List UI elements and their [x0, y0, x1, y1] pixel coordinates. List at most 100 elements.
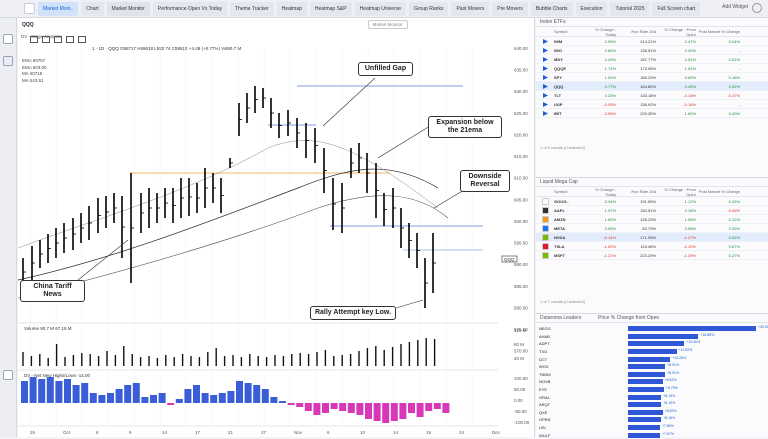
chart-pane[interactable]: QQQ Market Monitor DV - Stage Analysis 1…: [18, 18, 535, 437]
nh-bar: [38, 379, 46, 403]
column-header[interactable]: Post Market % Change: [698, 29, 740, 34]
leader-row[interactable]: USI +7.86%: [536, 424, 768, 432]
table-row[interactable]: GOOG.. 3.34% 191.55% 1.12% 0.42%: [536, 197, 768, 206]
nh-tick: 100.00: [514, 376, 528, 381]
alert-icon[interactable]: [3, 370, 13, 380]
leader-bar-track: +8.19%: [568, 401, 758, 408]
line-tool-icon[interactable]: [54, 36, 62, 43]
text-tool-icon[interactable]: [66, 36, 74, 43]
tab-14[interactable]: Full Screen chart: [652, 2, 701, 16]
leader-symbol: AHAB: [539, 333, 550, 339]
tab-6[interactable]: Heatmap S&P: [309, 2, 352, 16]
tab-11[interactable]: Bubble Charts: [530, 2, 573, 16]
tab-2[interactable]: Market Monitor: [106, 2, 150, 16]
leader-row[interactable]: NEGG +30.91%: [536, 325, 768, 333]
table-cell: MDY: [554, 56, 563, 62]
crosshair-icon[interactable]: [3, 56, 13, 66]
market-select[interactable]: Market Monitor: [367, 20, 408, 29]
leader-row[interactable]: TXG +11.82%: [536, 348, 768, 356]
layout-icon[interactable]: [3, 34, 13, 44]
leader-row[interactable]: ADPT +13.40%: [536, 340, 768, 348]
column-header[interactable]: % Change - From Open: [664, 186, 696, 197]
table-row[interactable]: AMZN 1.63% 128.23% 1.98% 0.12%: [536, 215, 768, 224]
leader-value: +10.28%: [672, 355, 687, 360]
search-icon[interactable]: [24, 3, 35, 14]
column-header[interactable]: Symbol: [554, 29, 568, 34]
symbol-label[interactable]: QQQ: [22, 21, 34, 28]
tab-8[interactable]: Group Ranks: [409, 2, 449, 16]
nh-bar: [253, 385, 261, 403]
leader-symbol: ARQT: [539, 402, 551, 408]
leader-row[interactable]: DCT +10.28%: [536, 355, 768, 363]
table-row[interactable]: UUP -0.05% 136.92% -0.16% -: [536, 100, 768, 109]
leader-row[interactable]: QXE +8.89%: [536, 409, 768, 417]
leader-row[interactable]: GRAL +8.19%: [536, 393, 768, 401]
add-widget-button[interactable]: Add Widget: [722, 4, 748, 10]
leader-row[interactable]: WULF +7.67%: [536, 431, 768, 439]
tab-7[interactable]: Heatmap Universe: [354, 2, 406, 16]
leader-row[interactable]: ARQT +8.19%: [536, 401, 768, 409]
column-header[interactable]: % Change - Today: [594, 26, 616, 37]
leader-value: +8.52%: [664, 378, 677, 383]
column-header[interactable]: Symbol: [554, 189, 568, 194]
leader-symbol: TXG: [539, 349, 548, 355]
leader-bar-track: +8.52%: [568, 378, 758, 385]
table-row[interactable]: AAPL 1.97% 150.51% 2.18% -0.05%: [536, 206, 768, 215]
table-row[interactable]: TLT 0.25% 133.18% -0.18% -0.27%: [536, 91, 768, 100]
leader-row[interactable]: WGS +8.91%: [536, 363, 768, 371]
rect-tool-icon[interactable]: [30, 36, 38, 43]
leader-value: +16.88%: [700, 332, 715, 337]
comment-tool-icon[interactable]: [78, 36, 86, 43]
leader-row[interactable]: OPEN +8.16%: [536, 416, 768, 424]
tab-4[interactable]: Theme Tracker: [229, 2, 274, 16]
leader-row[interactable]: TNDM +8.91%: [536, 371, 768, 379]
tab-0[interactable]: Market Moni..: [38, 2, 79, 16]
table-cell: 1.74%: [604, 65, 616, 71]
leaders-header: Dataroma Leaders Price % Change from Ope…: [536, 314, 768, 323]
table-cell: 0.27%: [728, 252, 740, 258]
annotation-arrow: [377, 125, 431, 159]
leader-row[interactable]: NOVB +8.52%: [536, 378, 768, 386]
table-row[interactable]: IWO 2.66% 136.51% 2.40% -: [536, 46, 768, 55]
tab-12[interactable]: Execution: [575, 2, 608, 16]
tab-13[interactable]: Tutorial 2025: [610, 2, 650, 16]
measure-tool-icon[interactable]: [42, 36, 50, 43]
column-header[interactable]: Run Rate 20d: [631, 189, 656, 194]
nh-tick: -100.00: [514, 420, 530, 425]
nh-bar: [89, 393, 97, 403]
leader-bar: [628, 425, 660, 431]
table-row[interactable]: QQQE 1.74% 173.08% 1.51% -: [536, 64, 768, 73]
table-row[interactable]: IWM 2.95% 214.21% 2.47% 0.04%: [536, 37, 768, 46]
tab-10[interactable]: Pre Movers: [492, 2, 528, 16]
ma-legend-item: EMA 603.00: [22, 64, 47, 70]
table-row[interactable]: IBIT -3.95% 229.35% 1.60% 0.40%: [536, 109, 768, 118]
tab-1[interactable]: Chart: [81, 2, 104, 16]
table-row[interactable]: MSFT -1.21% 223.29% -1.39% 0.27%: [536, 251, 768, 260]
leader-symbol: GRAL: [539, 394, 550, 400]
table-row[interactable]: SPY 1.00% 165.23% 0.63% 0.16%: [536, 73, 768, 82]
table-cell: 136.92%: [640, 101, 656, 107]
table-row[interactable]: QQQ 0.77% 164.80% 0.45% 0.32%: [536, 82, 768, 91]
notification-icon[interactable]: [752, 3, 762, 13]
table-cell: MSFT: [554, 252, 565, 258]
table-row[interactable]: TSLA -1.02% 115.48% -2.10% 0.67%: [536, 242, 768, 251]
tab-5[interactable]: Heatmap: [276, 2, 307, 16]
table-row[interactable]: META 0.05% 83.79% 0.96% 0.39%: [536, 224, 768, 233]
table-cell: -1.27%: [683, 234, 696, 240]
column-header[interactable]: Run Rate 20d: [631, 29, 656, 34]
column-header[interactable]: % Change - Today: [594, 186, 616, 197]
leader-bar: [628, 333, 699, 339]
tab-3[interactable]: Performance Open Vs Today: [152, 2, 227, 16]
price-chart-canvas[interactable]: 640.00 635.00 630.00 625.00 620.00 615.00 610.…: [18, 18, 535, 437]
logo-swatch: [541, 215, 549, 223]
annotation-arrow: [395, 299, 424, 309]
column-header[interactable]: % Change - From Open: [664, 26, 696, 37]
nh-bar: [218, 393, 226, 403]
column-header[interactable]: Post Market % Change: [698, 189, 740, 194]
table-row[interactable]: NVDA -0.14% 171.95% -1.27% 0.62%: [536, 233, 768, 242]
mega-cap-widget: Liquid Mega Cap Symbol % Change - Today Ru…: [536, 178, 768, 314]
tab-9[interactable]: Past Movers: [451, 2, 490, 16]
leader-row[interactable]: EYE +8.79%: [536, 386, 768, 394]
table-row[interactable]: MDY 2.43% 187.77% 2.51% 0.01%: [536, 55, 768, 64]
leader-row[interactable]: AHAB +16.88%: [536, 333, 768, 341]
